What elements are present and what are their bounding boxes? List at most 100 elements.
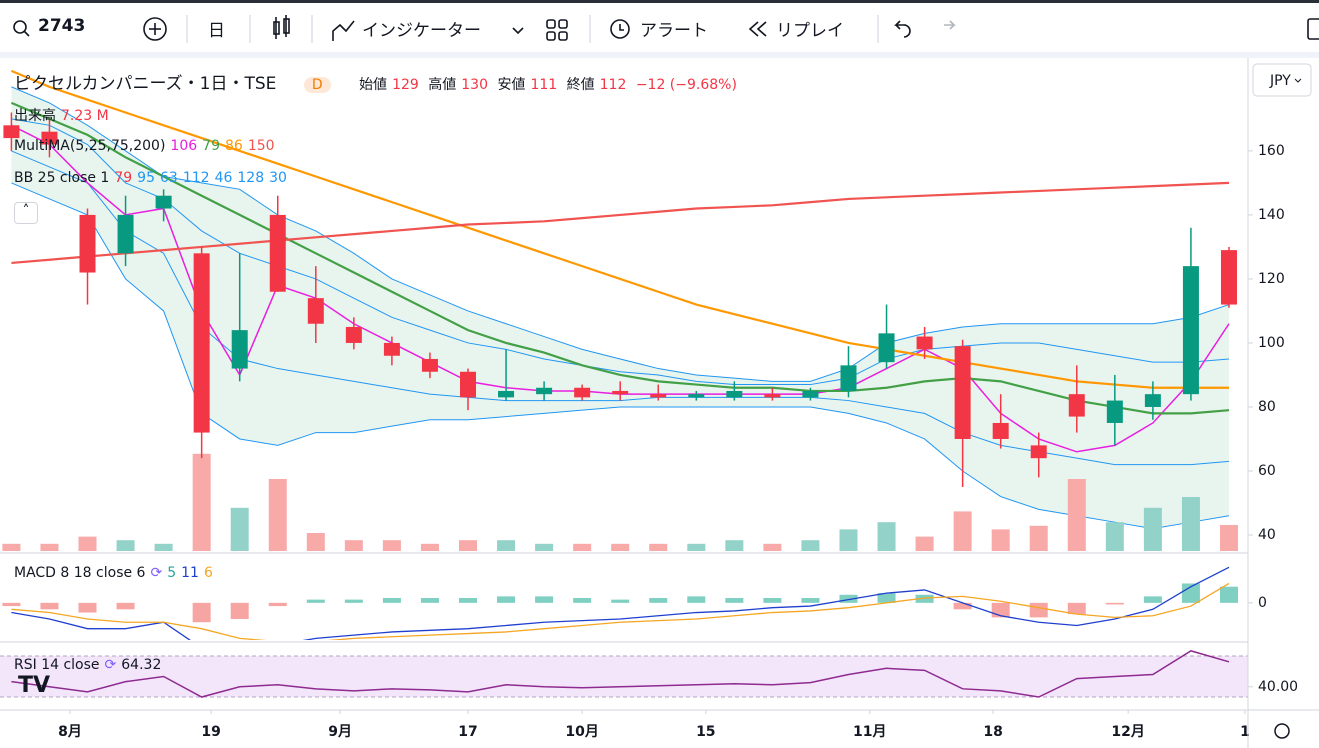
volume-bar xyxy=(1105,522,1124,551)
interval[interactable]: 日 xyxy=(208,21,225,41)
candle-body xyxy=(726,390,743,398)
dropdown[interactable] xyxy=(512,27,524,35)
ohlc-label: 高値 xyxy=(428,77,457,93)
macd-hist xyxy=(763,598,782,603)
volume-bar xyxy=(1219,524,1238,551)
panel-icon[interactable] xyxy=(1307,18,1319,40)
label: BB 25 close 1 xyxy=(14,170,110,186)
candle-body xyxy=(117,214,134,254)
volume-bar xyxy=(953,511,972,551)
macd-hist xyxy=(2,602,21,607)
legend-ma: MultiMA(5,25,75,200) 106 79 86 150 xyxy=(14,138,285,154)
collapse[interactable]: ˄ xyxy=(14,202,38,224)
signal-line xyxy=(11,582,1230,640)
indicators[interactable]: インジケーター xyxy=(362,21,481,41)
volume-bar xyxy=(687,543,706,551)
candle-body xyxy=(536,387,553,395)
candle-body xyxy=(231,330,248,369)
volume-bar xyxy=(649,543,668,551)
macd-hist xyxy=(192,602,211,623)
legend-main: ピクセルカンパニーズ・1日・TSE D 始値 129 高値 130 安値 111 終値… xyxy=(14,69,742,94)
x-tick-label: 10月 xyxy=(565,724,598,740)
currency[interactable]: JPY xyxy=(1269,73,1291,89)
candle-body xyxy=(574,387,591,398)
macd-hist xyxy=(953,602,972,610)
candle-body xyxy=(421,358,438,372)
legend-value: 106 xyxy=(170,138,198,154)
macd-hist xyxy=(420,598,439,603)
volume-bar xyxy=(1029,525,1048,551)
macd-hist xyxy=(839,594,858,603)
replay[interactable]: リプレイ xyxy=(776,21,844,41)
volume-bar xyxy=(382,540,401,551)
search-icon[interactable] xyxy=(13,20,27,34)
legend-value: 86 xyxy=(224,138,243,154)
x-tick-label: 18 xyxy=(983,724,1002,740)
macd-hist xyxy=(1067,602,1086,615)
macd-hist xyxy=(306,599,325,603)
undo[interactable] xyxy=(894,20,911,38)
ohlc-label: 終値 xyxy=(566,77,595,93)
macd-hist xyxy=(801,598,820,603)
symbol[interactable]: 2743 xyxy=(38,16,86,36)
candle-body xyxy=(688,394,705,398)
legend-value: 79 xyxy=(202,138,220,154)
legend-value: 150 xyxy=(247,138,275,154)
ohlc-value: 111 xyxy=(530,77,558,93)
volume-bar xyxy=(497,540,516,551)
legend-value: 11 xyxy=(181,565,199,581)
candle-body xyxy=(193,253,210,433)
macd-hist xyxy=(1143,596,1162,603)
replay-icon[interactable] xyxy=(748,21,767,37)
currency-button[interactable] xyxy=(1252,63,1312,97)
candle-body xyxy=(3,125,20,139)
ma-line xyxy=(11,181,1230,265)
volume-bar xyxy=(230,507,249,551)
logo: TV xyxy=(18,673,50,698)
volume-bar xyxy=(78,536,97,551)
candle-body xyxy=(1030,445,1047,459)
macd-hist xyxy=(725,598,744,603)
bb-line xyxy=(11,182,1230,530)
candle-body xyxy=(1220,250,1237,305)
redo[interactable] xyxy=(944,20,956,30)
dropdown[interactable] xyxy=(1294,78,1302,83)
volume-bar xyxy=(306,533,325,551)
x-tick-label: 12月 xyxy=(1111,724,1144,740)
y-tick-label: 140 xyxy=(1258,207,1285,223)
alert[interactable]: アラート xyxy=(640,21,708,41)
macd-hist xyxy=(573,598,592,603)
candle-body xyxy=(460,371,476,398)
volume-bar xyxy=(1143,507,1162,551)
settings[interactable] xyxy=(1274,723,1290,739)
macd-hist xyxy=(268,602,287,607)
candle-body xyxy=(1106,400,1123,423)
candle-body xyxy=(79,214,96,273)
bb-line xyxy=(11,86,1230,382)
macd-hist xyxy=(687,596,706,603)
indicator-icon[interactable] xyxy=(332,20,355,41)
macd-hist xyxy=(497,596,516,603)
macd-hist xyxy=(611,599,630,603)
volume-bar xyxy=(116,540,135,551)
macd-line xyxy=(11,566,1230,640)
macd-hist xyxy=(1105,602,1124,605)
y-tick-label: 80 xyxy=(1258,399,1276,415)
add-symbol[interactable] xyxy=(143,17,167,41)
divider xyxy=(0,52,1319,58)
layout-icon[interactable] xyxy=(546,19,556,29)
macd-hist xyxy=(459,598,477,603)
alert-icon[interactable] xyxy=(610,19,630,39)
candle-body xyxy=(878,333,895,363)
candle-body xyxy=(992,422,1009,439)
candle-body xyxy=(498,390,515,398)
x-tick-label: 15 xyxy=(696,724,715,740)
legend-title: ピクセルカンパニーズ・1日・TSE xyxy=(14,74,277,94)
legend-volume: 出来高 7.23 M xyxy=(14,105,114,125)
value: 7.23 M xyxy=(61,108,109,124)
macd-hist xyxy=(344,599,363,603)
volume-bar xyxy=(2,543,21,551)
candle-body xyxy=(916,336,933,350)
macd-hist xyxy=(1029,602,1048,618)
